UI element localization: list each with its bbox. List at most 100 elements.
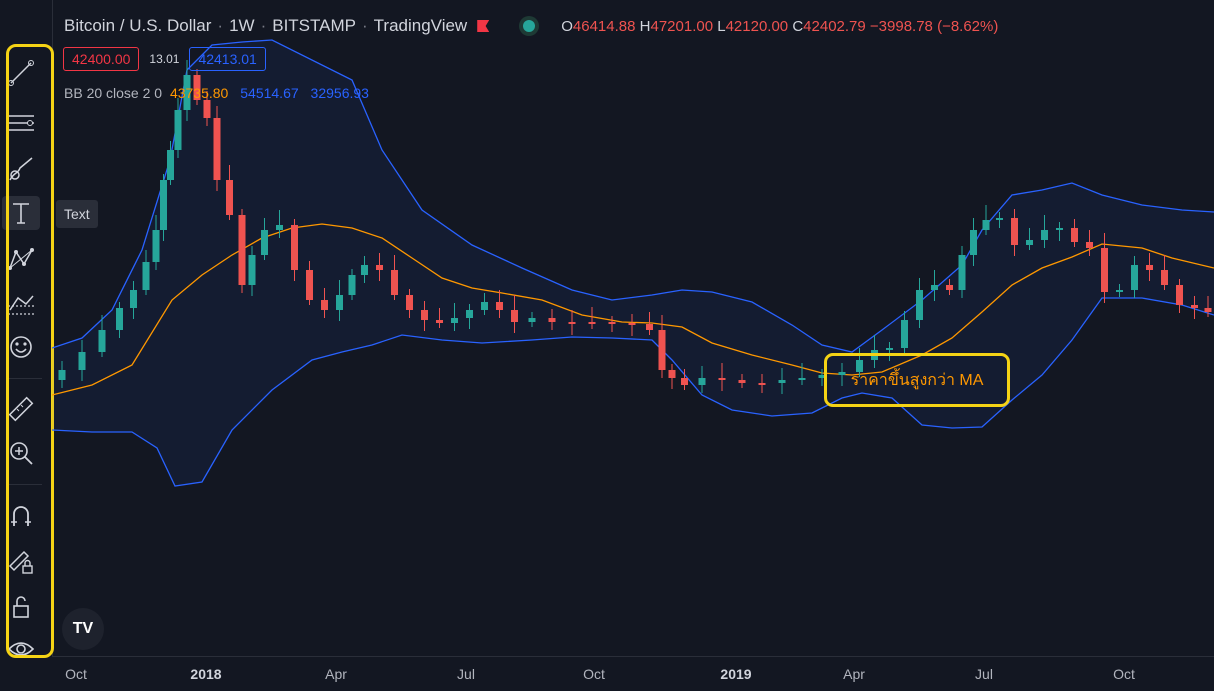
emoji-icon[interactable] xyxy=(2,330,40,364)
candle-body xyxy=(348,275,356,295)
candle-body xyxy=(160,180,167,230)
candle-body xyxy=(276,225,283,230)
eye-icon[interactable] xyxy=(2,632,40,666)
data-source: TradingView xyxy=(373,16,468,35)
time-axis-label: Oct xyxy=(65,666,87,682)
lock-icon[interactable] xyxy=(2,590,40,624)
candle-body xyxy=(548,318,556,322)
bb-band-fill xyxy=(52,40,1214,486)
candle-body xyxy=(238,215,246,285)
candle-body xyxy=(1041,230,1048,240)
candle-body xyxy=(291,225,298,270)
candle-body xyxy=(698,378,706,385)
candle-body xyxy=(668,370,676,378)
trend-line-icon[interactable] xyxy=(2,56,40,90)
candle-body xyxy=(856,360,863,372)
symbol-header: Bitcoin / U.S. Dollar · 1W · BITSTAMP · … xyxy=(64,16,999,35)
lock-drawing-icon[interactable] xyxy=(2,544,40,578)
ruler-icon[interactable] xyxy=(2,392,40,426)
buy-price-button[interactable]: 42413.01 xyxy=(189,47,266,71)
candle-body xyxy=(213,118,221,180)
candle-body xyxy=(658,330,666,370)
candle-body xyxy=(174,110,182,150)
bb-basis-line xyxy=(52,223,1214,396)
pattern-icon[interactable] xyxy=(2,242,40,276)
candle-body xyxy=(1204,308,1212,312)
time-axis-label: Apr xyxy=(325,666,347,682)
candle-body xyxy=(528,318,536,322)
candlestick-chart[interactable] xyxy=(52,0,1214,656)
candle-body xyxy=(203,100,211,118)
magnet-icon[interactable] xyxy=(2,498,40,532)
drawing-toolbar xyxy=(0,0,54,690)
candle-body xyxy=(646,324,653,330)
candle-body xyxy=(481,302,488,310)
annotation-text[interactable]: ราคาขึ้นสูงกว่า MA xyxy=(850,371,984,389)
candle-body xyxy=(568,322,576,324)
candle-body xyxy=(142,262,150,290)
candle-body xyxy=(818,375,826,378)
indicator-legend[interactable]: BB 20 close 2 0 43735.80 54514.67 32956.… xyxy=(64,85,369,101)
candle-body xyxy=(248,255,256,285)
candle-body xyxy=(183,75,191,110)
candle-body xyxy=(1146,265,1153,270)
candle-body xyxy=(778,380,786,383)
candle-body xyxy=(996,218,1003,220)
candle-body xyxy=(78,352,86,370)
time-axis-label: Jul xyxy=(457,666,475,682)
time-axis-label: Oct xyxy=(1113,666,1135,682)
prediction-icon[interactable] xyxy=(2,286,40,320)
candle-body xyxy=(1056,228,1063,230)
candle-body xyxy=(436,320,443,323)
candle-body xyxy=(1011,218,1018,245)
bb-lower-value: 32956.93 xyxy=(310,85,369,101)
candle-body xyxy=(738,380,746,383)
market-status-icon[interactable] xyxy=(523,20,536,32)
time-axis-label: Oct xyxy=(583,666,605,682)
candle-body xyxy=(226,180,233,215)
candle-body xyxy=(901,320,908,348)
bb-upper-line xyxy=(52,39,1214,353)
candle-body xyxy=(58,370,66,380)
tradingview-logo[interactable]: TV xyxy=(62,608,104,650)
horizontal-lines-icon[interactable] xyxy=(2,106,40,140)
candle-body xyxy=(628,323,636,325)
time-axis-label: Apr xyxy=(843,666,865,682)
candle-body xyxy=(931,285,938,290)
sell-price-button[interactable]: 42400.00 xyxy=(63,47,140,71)
candle-body xyxy=(886,348,893,350)
spread-value: 13.01 xyxy=(149,52,180,66)
chart-pane[interactable] xyxy=(52,0,1214,656)
brush-icon[interactable] xyxy=(2,152,40,186)
candle-body xyxy=(798,378,806,380)
flag-icon[interactable] xyxy=(477,20,490,32)
candle-body xyxy=(1131,265,1138,290)
candle-body xyxy=(1101,248,1108,292)
candle-body xyxy=(421,310,428,320)
candle-body xyxy=(152,230,160,262)
candle-body xyxy=(361,265,368,275)
candle-body xyxy=(336,295,343,310)
candle-body xyxy=(718,378,726,380)
candle-body xyxy=(1086,242,1093,248)
bb-basis-value: 43735.80 xyxy=(169,85,229,101)
time-axis-label: 2019 xyxy=(720,666,752,682)
indicator-label[interactable]: BB 20 close 2 0 xyxy=(64,85,163,101)
candle-body xyxy=(306,270,313,300)
ohlc-values: O46414.88 H47201.00 L42120.00 C42402.79 … xyxy=(561,17,999,35)
candle-body xyxy=(130,290,137,308)
time-axis-label: Jul xyxy=(975,666,993,682)
candle-body xyxy=(406,295,413,310)
interval[interactable]: 1W xyxy=(229,16,255,35)
time-axis[interactable]: Oct 2018 Apr Jul Oct 2019 Apr Jul Oct xyxy=(52,656,1214,691)
zoom-in-icon[interactable] xyxy=(2,436,40,470)
candle-body xyxy=(1191,305,1198,308)
annotation-highlight-box[interactable]: ราคาขึ้นสูงกว่า MA xyxy=(824,353,1010,407)
text-icon[interactable] xyxy=(2,196,40,230)
candle-body xyxy=(970,230,977,255)
candle-body xyxy=(1116,290,1123,292)
candle-body xyxy=(321,300,328,310)
candle-body xyxy=(681,378,688,385)
symbol-name[interactable]: Bitcoin / U.S. Dollar xyxy=(64,16,212,35)
candle-body xyxy=(167,150,174,180)
